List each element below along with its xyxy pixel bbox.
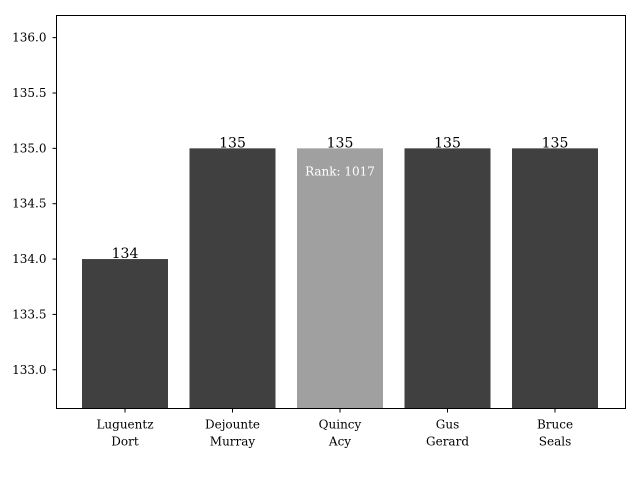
value-label-2: 135 xyxy=(327,135,354,151)
value-label-3: 135 xyxy=(434,135,461,151)
x-tick-label-3-1: Gerard xyxy=(426,435,469,449)
y-tick-label-4: 135.0 xyxy=(12,141,46,155)
bar-3 xyxy=(404,148,491,409)
x-tick-label-2-0: Quincy xyxy=(319,418,362,432)
value-label-4: 135 xyxy=(542,135,569,151)
x-tick-label-4-0: Bruce xyxy=(537,418,573,432)
x-tick-label-4-1: Seals xyxy=(539,435,571,449)
x-axis: Luguentz Dort Dejounte Murray Quincy Acy Gus Ge… xyxy=(96,408,573,449)
x-tick-label-0-1: Dort xyxy=(111,435,139,449)
x-tick-label-2-1: Acy xyxy=(328,435,351,449)
x-tick-label-1-0: Dejounte xyxy=(205,418,260,432)
y-tick-label-2: 134.0 xyxy=(12,252,46,266)
value-labels-group: 134 135 135 Rank: 1017 135 135 xyxy=(112,135,569,262)
value-label-0: 134 xyxy=(112,246,139,262)
bar-1 xyxy=(189,148,276,409)
value-label-1: 135 xyxy=(219,135,246,151)
y-tick-label-3: 134.5 xyxy=(12,197,46,211)
x-tick-label-3-0: Gus xyxy=(436,418,459,432)
x-tick-label-1-1: Murray xyxy=(210,435,256,449)
bar-4 xyxy=(512,148,598,409)
bars-group xyxy=(82,148,598,409)
bar-2 xyxy=(297,148,383,409)
y-tick-label-0: 133.0 xyxy=(12,363,46,377)
x-tick-label-0-0: Luguentz xyxy=(96,418,153,432)
plot-frame xyxy=(56,15,626,409)
y-axis: 133.0 133.5 134.0 134.5 135.0 135.5 136.0 xyxy=(12,31,57,377)
bar-0 xyxy=(82,259,168,409)
y-tick-label-5: 135.5 xyxy=(12,86,46,100)
highlight-annotation: Rank: 1017 xyxy=(305,164,375,178)
y-tick-label-1: 133.5 xyxy=(12,307,46,321)
y-tick-label-6: 136.0 xyxy=(12,31,46,45)
